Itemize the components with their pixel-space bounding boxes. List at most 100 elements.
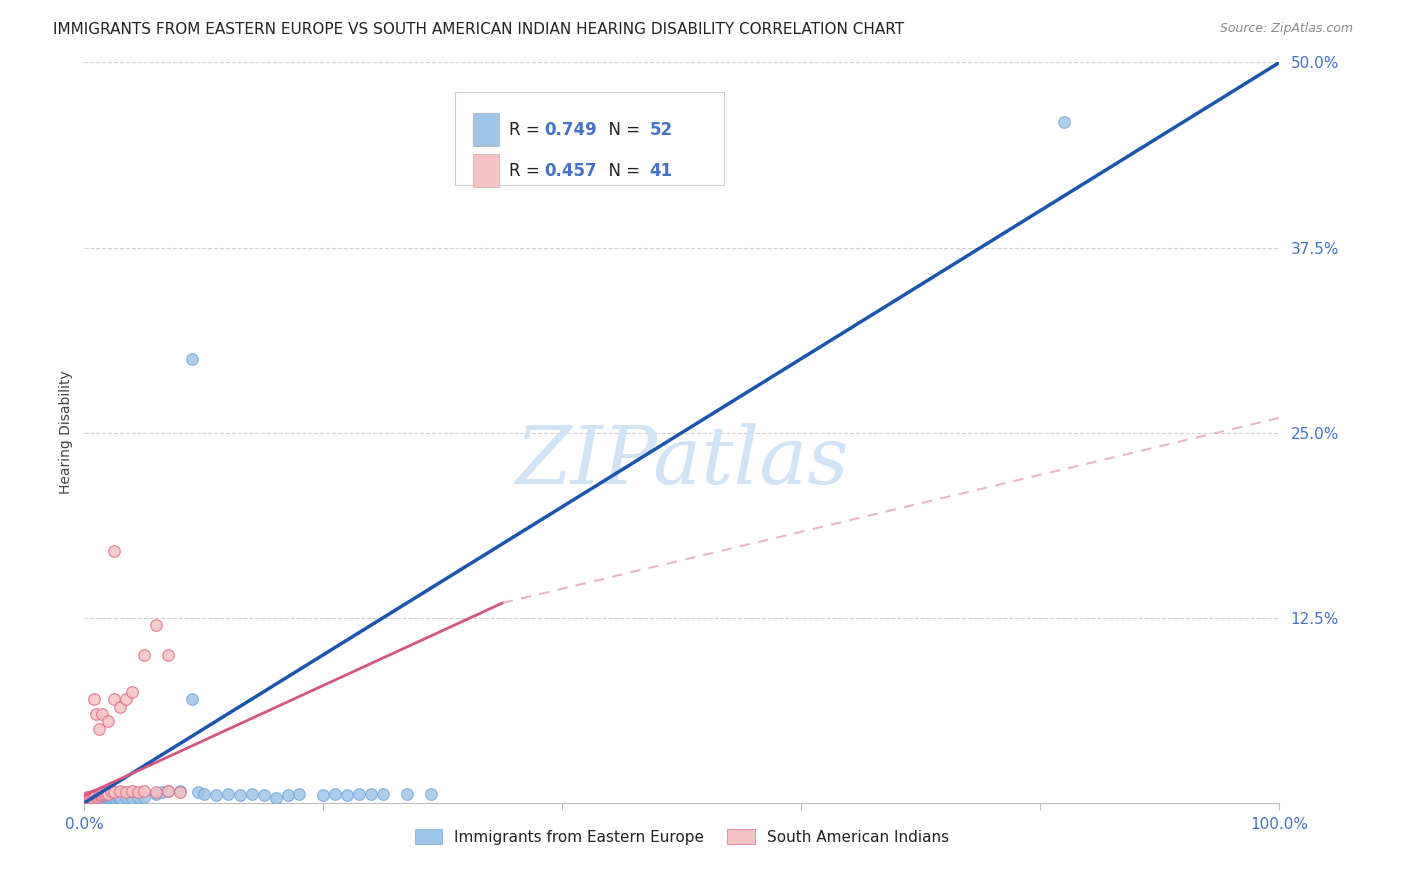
Point bbox=[91, 706, 114, 721]
Point bbox=[115, 789, 138, 804]
Point bbox=[181, 692, 204, 706]
Point bbox=[169, 784, 191, 798]
Point bbox=[93, 785, 115, 799]
Point bbox=[253, 789, 276, 803]
Point bbox=[157, 648, 180, 662]
Bar bbox=[472, 154, 499, 187]
Text: 41: 41 bbox=[650, 161, 672, 179]
Point bbox=[240, 787, 263, 801]
Point bbox=[104, 791, 127, 805]
Bar bbox=[472, 113, 499, 146]
Point bbox=[87, 722, 110, 736]
Text: N =: N = bbox=[599, 161, 645, 179]
Point bbox=[83, 789, 105, 804]
Point bbox=[89, 787, 111, 801]
Point bbox=[132, 789, 156, 804]
Point bbox=[103, 544, 125, 558]
Point bbox=[87, 789, 110, 803]
Text: R =: R = bbox=[509, 120, 544, 139]
Point bbox=[89, 791, 111, 805]
Point bbox=[349, 787, 371, 801]
Point bbox=[181, 351, 204, 366]
Point bbox=[121, 685, 143, 699]
Point bbox=[217, 787, 239, 801]
Point bbox=[97, 789, 120, 804]
Point bbox=[86, 706, 108, 721]
Point bbox=[312, 789, 335, 803]
Point bbox=[145, 787, 167, 801]
Point bbox=[86, 789, 108, 804]
Y-axis label: Hearing Disability: Hearing Disability bbox=[59, 371, 73, 494]
Point bbox=[115, 785, 138, 799]
Point bbox=[132, 648, 156, 662]
Point bbox=[336, 789, 359, 803]
Text: R =: R = bbox=[509, 161, 544, 179]
Point bbox=[77, 791, 100, 805]
Point bbox=[83, 789, 105, 803]
Point bbox=[96, 791, 118, 805]
Point bbox=[360, 787, 382, 801]
Point bbox=[87, 789, 110, 804]
Point bbox=[82, 791, 104, 805]
Point bbox=[121, 791, 143, 805]
Point bbox=[157, 784, 180, 798]
Point bbox=[193, 787, 215, 801]
Point bbox=[91, 787, 114, 801]
Text: ZIPatlas: ZIPatlas bbox=[515, 424, 849, 501]
Point bbox=[93, 791, 115, 805]
Point bbox=[79, 791, 101, 805]
Point bbox=[86, 789, 108, 804]
Text: Source: ZipAtlas.com: Source: ZipAtlas.com bbox=[1219, 22, 1353, 36]
Text: IMMIGRANTS FROM EASTERN EUROPE VS SOUTH AMERICAN INDIAN HEARING DISABILITY CORRE: IMMIGRANTS FROM EASTERN EUROPE VS SOUTH … bbox=[53, 22, 904, 37]
Point bbox=[107, 789, 129, 804]
Point bbox=[91, 791, 114, 805]
Point bbox=[115, 692, 138, 706]
Text: N =: N = bbox=[599, 120, 645, 139]
Point bbox=[277, 789, 299, 803]
Point bbox=[101, 789, 124, 804]
Point bbox=[373, 787, 395, 801]
Point bbox=[150, 785, 173, 799]
Point bbox=[145, 785, 167, 799]
Point bbox=[396, 787, 419, 801]
Point bbox=[100, 791, 122, 805]
Point bbox=[187, 785, 209, 799]
Point bbox=[86, 789, 108, 803]
Point bbox=[93, 789, 115, 804]
Point bbox=[84, 791, 107, 805]
Point bbox=[90, 789, 112, 803]
Point bbox=[110, 791, 132, 805]
Point bbox=[127, 785, 149, 799]
Point bbox=[145, 618, 167, 632]
Point bbox=[93, 787, 115, 801]
Point bbox=[79, 791, 101, 805]
Point bbox=[110, 699, 132, 714]
Point bbox=[132, 784, 156, 798]
Point bbox=[76, 789, 98, 804]
Point bbox=[80, 789, 103, 804]
Point bbox=[84, 789, 107, 804]
Point bbox=[94, 789, 117, 804]
Point bbox=[420, 787, 443, 801]
Point bbox=[205, 789, 228, 803]
Point bbox=[325, 787, 347, 801]
Point bbox=[100, 784, 122, 798]
Point bbox=[82, 791, 104, 805]
Point bbox=[127, 789, 149, 804]
Text: 0.457: 0.457 bbox=[544, 161, 598, 179]
Point bbox=[97, 787, 120, 801]
Point bbox=[77, 791, 100, 805]
Point bbox=[157, 784, 180, 798]
Point bbox=[169, 785, 191, 799]
Point bbox=[90, 789, 112, 804]
Point bbox=[86, 791, 108, 805]
Text: 0.749: 0.749 bbox=[544, 120, 598, 139]
Point bbox=[121, 784, 143, 798]
Point bbox=[83, 692, 105, 706]
Point bbox=[110, 784, 132, 798]
Point bbox=[77, 789, 100, 804]
Text: 52: 52 bbox=[650, 120, 672, 139]
Point bbox=[229, 789, 252, 803]
Point bbox=[97, 714, 120, 729]
Point bbox=[103, 692, 125, 706]
